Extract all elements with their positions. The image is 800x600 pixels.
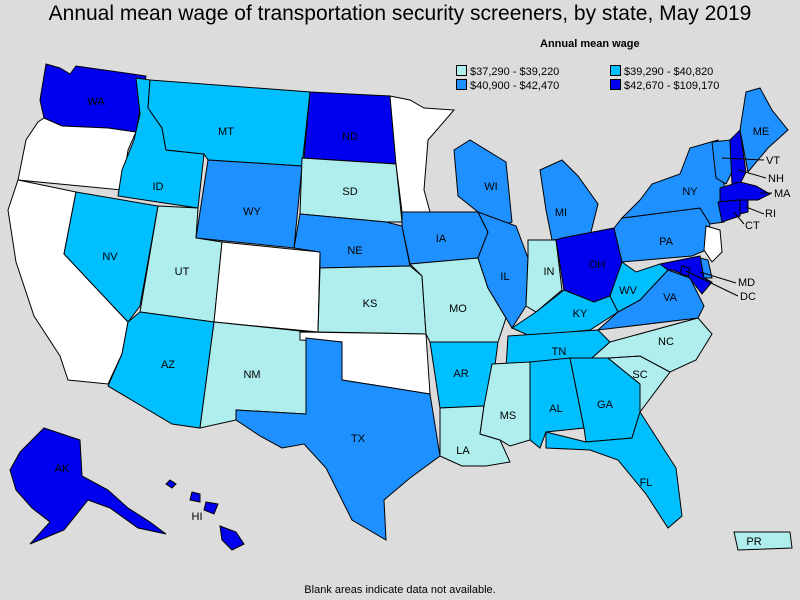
state-label-ut: UT <box>175 266 190 278</box>
state-pr <box>733 531 793 551</box>
state-label-ma: MA <box>774 188 791 200</box>
state-label-wv: WV <box>619 285 637 297</box>
state-ny <box>620 139 727 225</box>
legend-swatch <box>610 65 621 76</box>
state-dc <box>679 265 691 277</box>
state-co <box>213 241 321 333</box>
legend-label: $37,290 - $39,220 <box>470 66 560 78</box>
state-label-ct: CT <box>745 220 760 232</box>
state-hi-islands <box>189 491 201 503</box>
state-label-ky: KY <box>573 308 588 320</box>
state-mi <box>539 159 599 241</box>
legend-item-tier-3: $40,900 - $42,470 <box>456 79 559 92</box>
state-label-vt: VT <box>766 155 780 167</box>
state-hi-islands <box>165 479 177 489</box>
state-nd <box>303 91 397 165</box>
state-label-sc: SC <box>632 369 647 381</box>
state-label-nc: NC <box>658 336 674 348</box>
state-tx <box>235 337 441 541</box>
state-il <box>476 211 529 329</box>
state-ak <box>9 427 167 545</box>
legend-label: $39,290 - $40,820 <box>624 66 714 78</box>
legend-swatch <box>610 79 621 90</box>
state-label-ar: AR <box>453 368 468 380</box>
state-label-wa: WA <box>87 96 105 108</box>
state-label-oh: OH <box>589 259 606 271</box>
state-label-al: AL <box>549 403 562 415</box>
state-hi-islands <box>203 501 219 515</box>
state-label-dc: DC <box>740 291 756 303</box>
state-label-ny: NY <box>682 186 698 198</box>
legend-item-tier-4: $42,670 - $109,170 <box>610 79 719 92</box>
state-label-fl: FL <box>640 477 653 489</box>
state-label-pr: PR <box>746 536 761 548</box>
state-sd <box>299 157 403 223</box>
state-label-me: ME <box>753 126 770 138</box>
state-nh <box>729 128 747 185</box>
state-nj <box>703 225 723 263</box>
legend-label: $40,900 - $42,470 <box>470 80 560 92</box>
state-nv <box>63 191 159 323</box>
state-label-nd: ND <box>342 131 358 143</box>
state-vt <box>711 139 733 185</box>
state-label-in: IN <box>544 266 555 278</box>
state-mn <box>389 95 456 213</box>
state-ma <box>719 181 772 203</box>
state-me <box>739 87 789 174</box>
legend-item-tier-2: $39,290 - $40,820 <box>610 65 713 78</box>
legend-title: Annual mean wage <box>540 38 640 50</box>
state-label-nm: NM <box>243 369 260 381</box>
state-label-tn: TN <box>552 346 567 358</box>
state-label-wy: WY <box>243 206 261 218</box>
state-label-sd: SD <box>342 186 357 198</box>
state-label-hi: HI <box>192 511 203 523</box>
state-wy <box>195 159 303 249</box>
state-label-md: MD <box>738 277 755 289</box>
state-label-ks: KS <box>363 298 378 310</box>
state-label-ia: IA <box>436 233 447 245</box>
state-label-la: LA <box>456 445 470 457</box>
state-label-il: IL <box>500 271 509 283</box>
state-label-az: AZ <box>161 359 175 371</box>
state-nc <box>590 317 713 373</box>
legend-swatch <box>456 79 467 90</box>
state-label-tx: TX <box>351 433 366 445</box>
state-label-mo: MO <box>449 303 467 315</box>
state-fl <box>545 410 683 529</box>
leader-lines <box>685 157 772 297</box>
footnote: Blank areas indicate data not available. <box>304 584 496 596</box>
state-ri <box>739 199 749 215</box>
state-label-nh: NH <box>768 173 784 185</box>
map-title: Annual mean wage of transportation secur… <box>48 2 752 25</box>
state-label-pa: PA <box>659 236 674 248</box>
state-label-ak: AK <box>55 463 70 475</box>
state-label-nv: NV <box>102 251 118 263</box>
legend-label: $42,670 - $109,170 <box>624 80 720 92</box>
state-hi <box>219 525 245 551</box>
state-ct <box>717 199 741 223</box>
state-label-ms: MS <box>500 410 517 422</box>
state-label-mt: MT <box>218 126 234 138</box>
legend-item-tier-1: $37,290 - $39,220 <box>456 65 559 78</box>
state-label-id: ID <box>153 181 164 193</box>
state-label-wi: WI <box>484 181 497 193</box>
state-label-va: VA <box>663 292 678 304</box>
state-label-ga: GA <box>597 399 614 411</box>
state-label-ri: RI <box>765 208 776 220</box>
legend-swatch <box>456 65 467 76</box>
state-label-mi: MI <box>555 207 567 219</box>
state-label-ne: NE <box>347 245 362 257</box>
